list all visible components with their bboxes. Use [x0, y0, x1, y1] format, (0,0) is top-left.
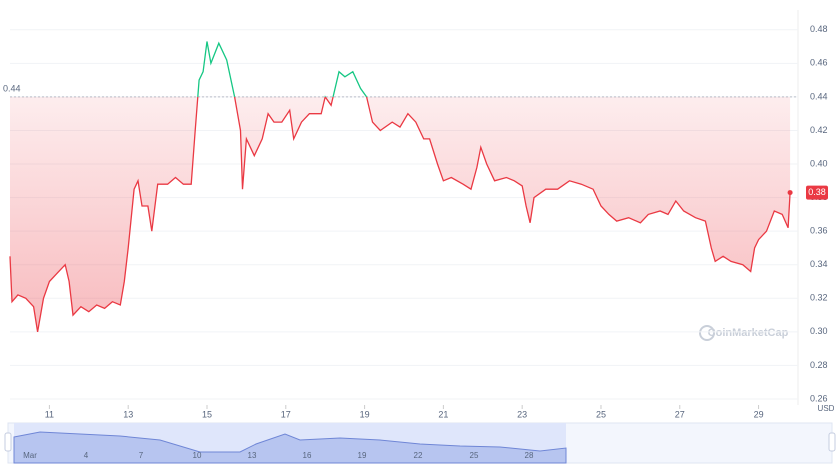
y-tick-label: 0.42 [810, 125, 828, 135]
y-tick-label: 0.28 [810, 360, 828, 370]
price-line-down [9, 96, 791, 333]
watermark-logo [699, 325, 715, 341]
navigator-label: 10 [193, 451, 202, 460]
x-tick-label: 25 [596, 409, 606, 419]
navigator-label: 22 [414, 451, 423, 460]
y-tick-label: 0.48 [810, 24, 828, 34]
y-tick-label: 0.44 [810, 91, 828, 101]
navigator-label: 25 [470, 451, 479, 460]
y-tick-label: 0.26 [810, 393, 828, 403]
navigator-label: Mar [23, 451, 37, 460]
navigator-label: 28 [525, 451, 534, 460]
navigator-label: 7 [139, 451, 144, 460]
x-tick-label: 27 [675, 409, 685, 419]
y-tick-label: 0.32 [810, 293, 828, 303]
x-tick-label: 13 [123, 409, 133, 419]
y-tick-label: 0.40 [810, 158, 828, 168]
navigator-label: 13 [248, 451, 257, 460]
navigator-label: 4 [84, 451, 89, 460]
x-tick-label: 15 [202, 409, 212, 419]
y-tick-label: 0.30 [810, 326, 828, 336]
price-area [10, 96, 791, 332]
navigator-handle[interactable] [4, 432, 12, 452]
navigator-line [13, 431, 567, 464]
x-tick-label: 23 [517, 409, 527, 419]
baseline-label: 0.44 [3, 83, 21, 93]
navigator-label: 16 [303, 451, 312, 460]
x-tick-label: 19 [360, 409, 370, 419]
y-tick-label: 0.36 [810, 226, 828, 236]
navigator-handle[interactable] [828, 432, 836, 452]
x-tick-label: 17 [281, 409, 291, 419]
navigator-label: 19 [358, 451, 367, 460]
x-tick-label: 29 [754, 409, 764, 419]
last-price-label: 0.38 [808, 187, 826, 197]
y-tick-label: 0.34 [810, 259, 828, 269]
watermark: CoinMarketCap [708, 327, 789, 339]
x-tick-label: 21 [438, 409, 448, 419]
y-tick-label: 0.46 [810, 58, 828, 68]
x-tick-label: 11 [45, 409, 54, 419]
y-axis-unit: USD [818, 404, 835, 413]
last-price-badge [806, 185, 828, 200]
last-point [787, 190, 793, 196]
price-line-up [197, 41, 368, 97]
